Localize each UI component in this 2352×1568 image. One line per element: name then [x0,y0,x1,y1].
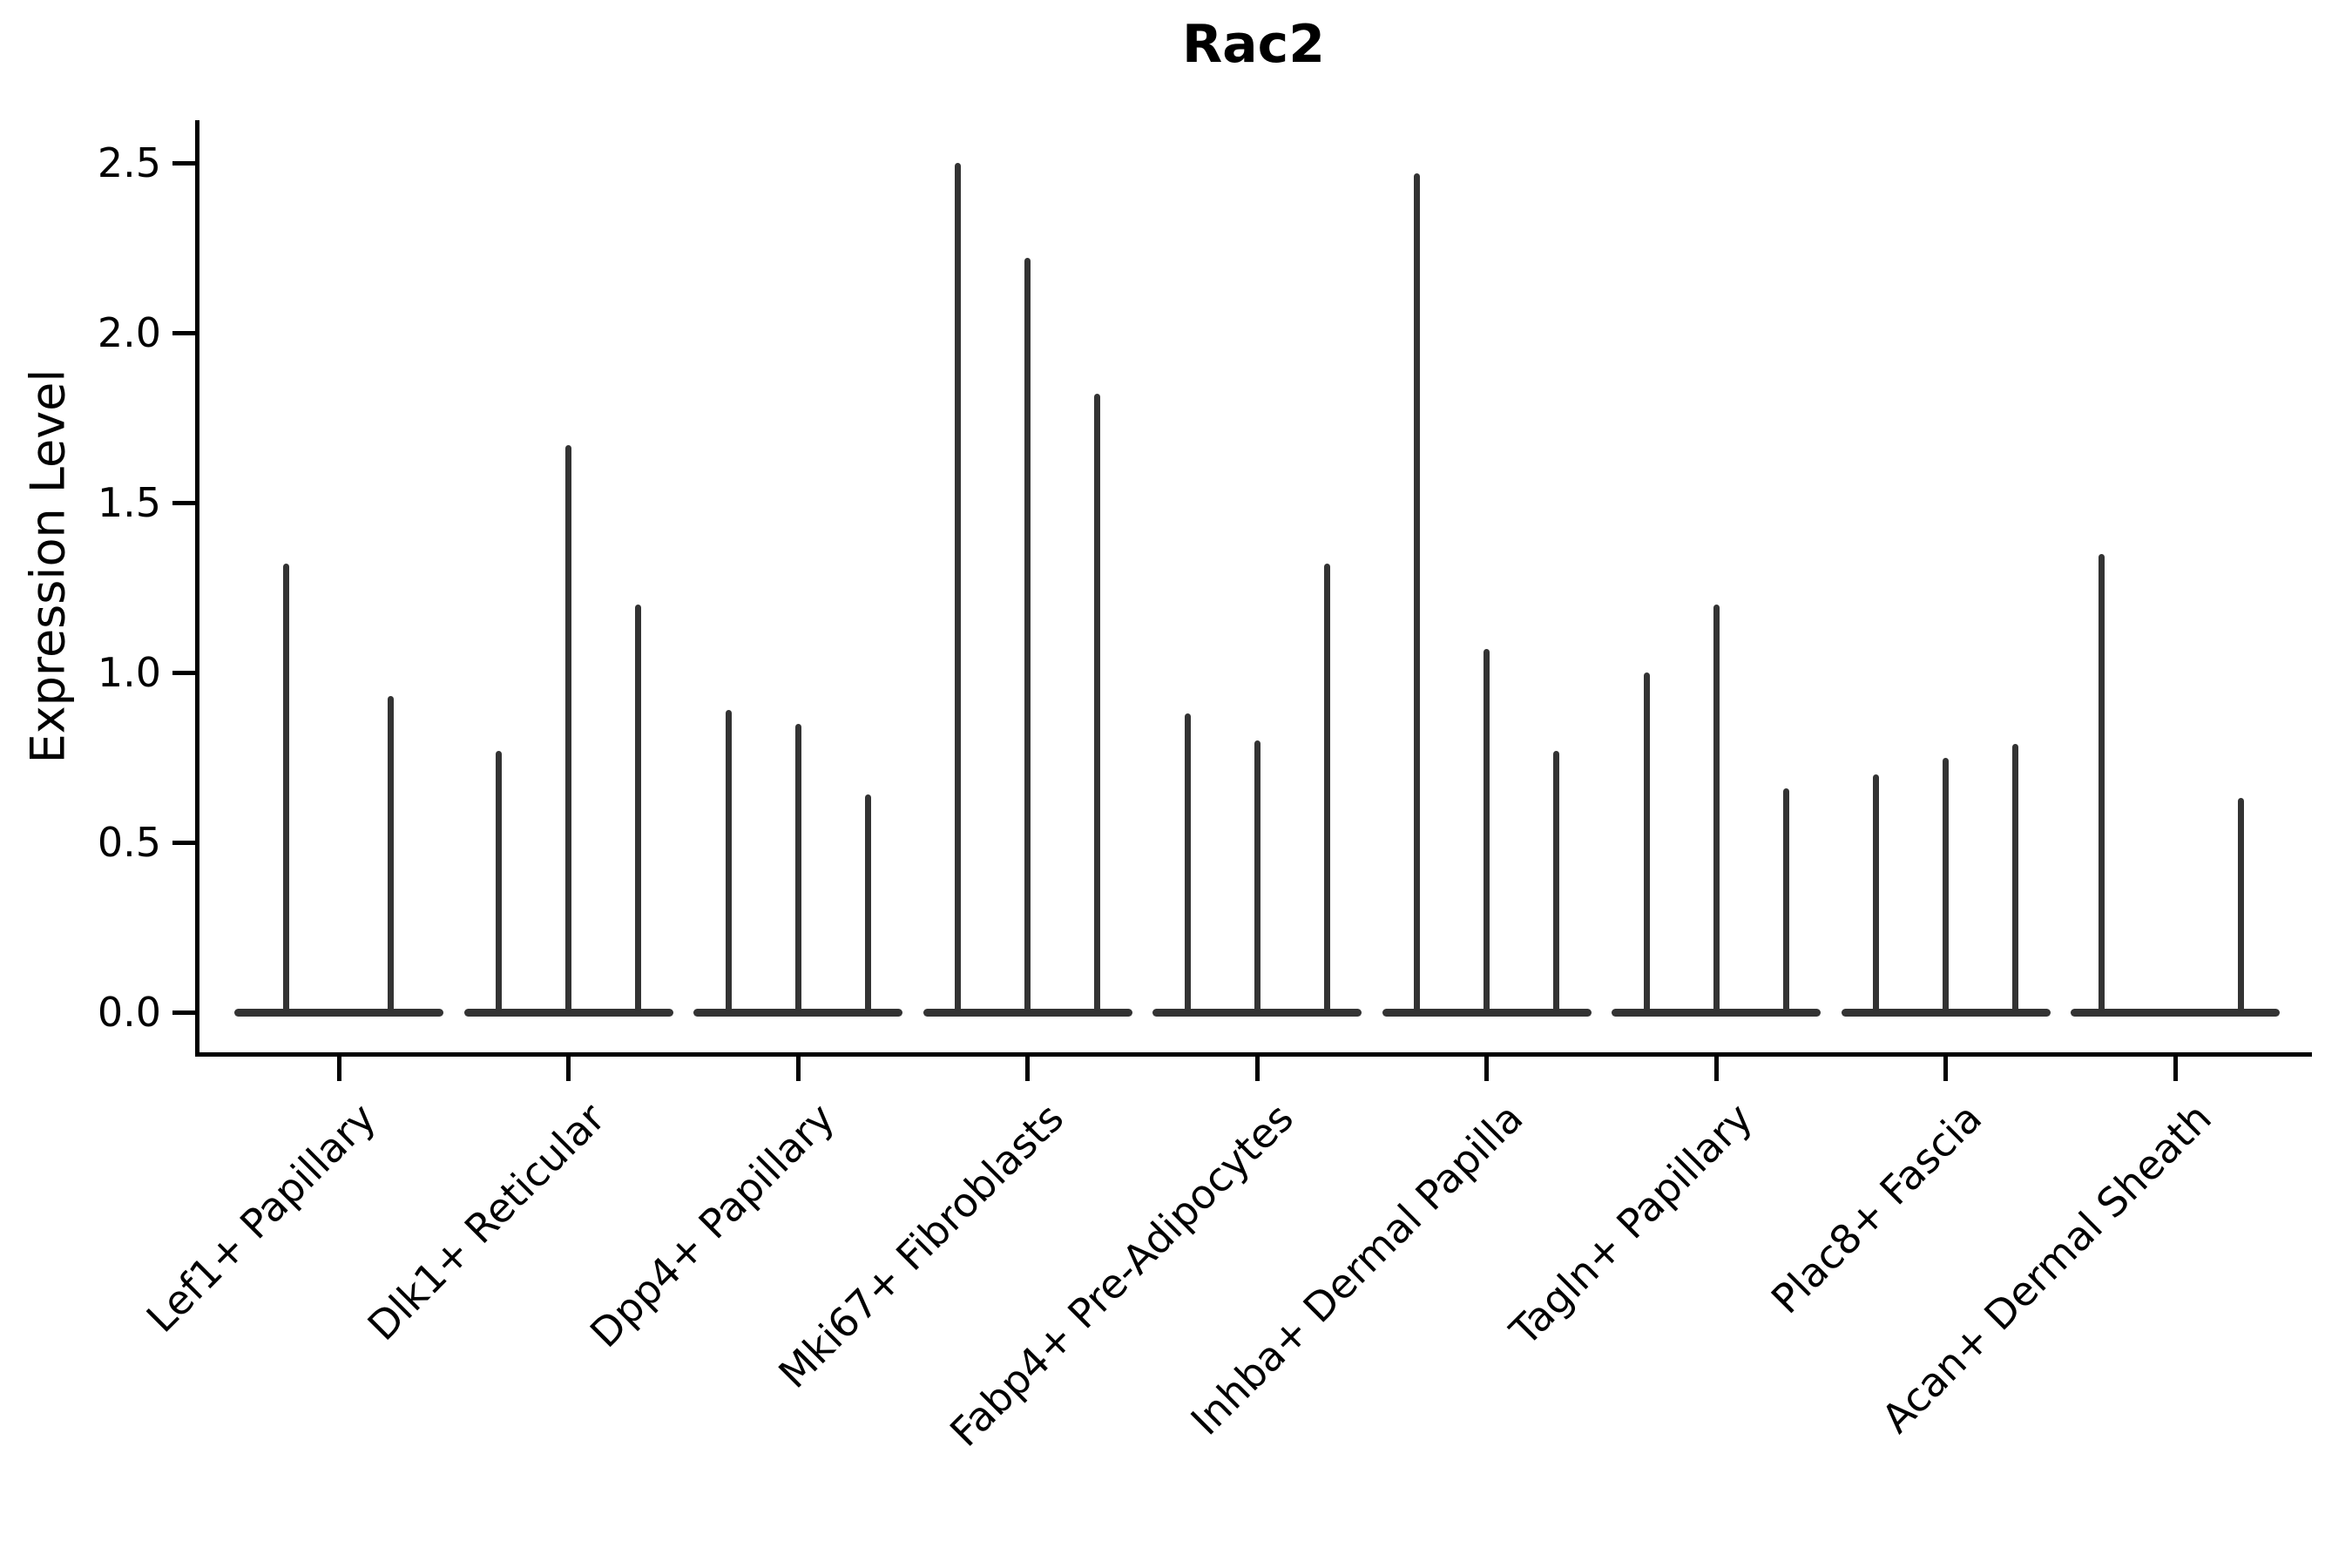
violin-needle [1184,713,1191,1016]
y-tick [172,500,195,505]
violin-needle [1024,258,1031,1016]
violin-needle [1643,672,1650,1016]
violin-needle [794,723,801,1016]
x-tick [1943,1057,1948,1081]
x-tick-label: Dlk1+ Reticular [358,1094,614,1350]
violin-needle [864,794,871,1016]
x-tick [1484,1057,1489,1081]
violin-needle [1094,394,1100,1016]
violin-base [2071,1009,2280,1017]
y-tick [172,160,195,166]
violin-needle [635,605,641,1016]
y-tick-label: 2.0 [97,309,161,356]
violin-needle [496,750,502,1016]
violin-needle [1484,648,1490,1016]
violin-needle [1943,757,1949,1016]
violin-needle [387,696,394,1016]
x-tick-label: Tagln+ Papillary [1501,1094,1762,1355]
x-tick [1254,1057,1260,1081]
chart-title: Rac2 [1181,14,1325,75]
y-tick-label: 1.5 [97,479,161,526]
x-tick [1025,1057,1030,1081]
violin-base [234,1009,443,1017]
x-tick-label: Plac8+ Fascia [1762,1094,1991,1323]
violin-needle [565,444,571,1016]
y-axis-spine [195,120,199,1057]
x-tick-label: Lef1+ Papillary [137,1094,385,1342]
y-tick [172,840,195,845]
violin-needle [955,163,961,1016]
y-tick [172,330,195,335]
y-tick-label: 1.0 [97,649,161,696]
violin-needle [1553,750,1559,1016]
y-tick [172,1010,195,1015]
violin-needle [282,564,289,1016]
violin-needle [725,709,732,1016]
violin-needle [1414,172,1420,1016]
x-tick [2173,1057,2178,1081]
violin-needle [1713,605,1720,1016]
violin-needle [2012,743,2018,1016]
y-tick-label: 0.5 [97,819,161,866]
y-tick-label: 2.5 [97,139,161,186]
x-axis-spine [195,1052,2312,1057]
y-tick [172,670,195,675]
y-tick-label: 0.0 [97,989,161,1036]
violin-needle [2237,798,2244,1016]
violin-needle [2098,553,2105,1016]
violin-needle [1323,564,1330,1016]
y-axis-label: Expression Level [20,368,76,764]
x-tick [795,1057,801,1081]
x-tick [566,1057,571,1081]
violin-needle [1782,787,1789,1016]
x-tick [336,1057,341,1081]
x-tick-label: Dpp4+ Papillary [580,1094,844,1357]
violin-needle [1873,774,1879,1016]
x-tick [1713,1057,1719,1081]
violin-needle [1254,740,1260,1016]
